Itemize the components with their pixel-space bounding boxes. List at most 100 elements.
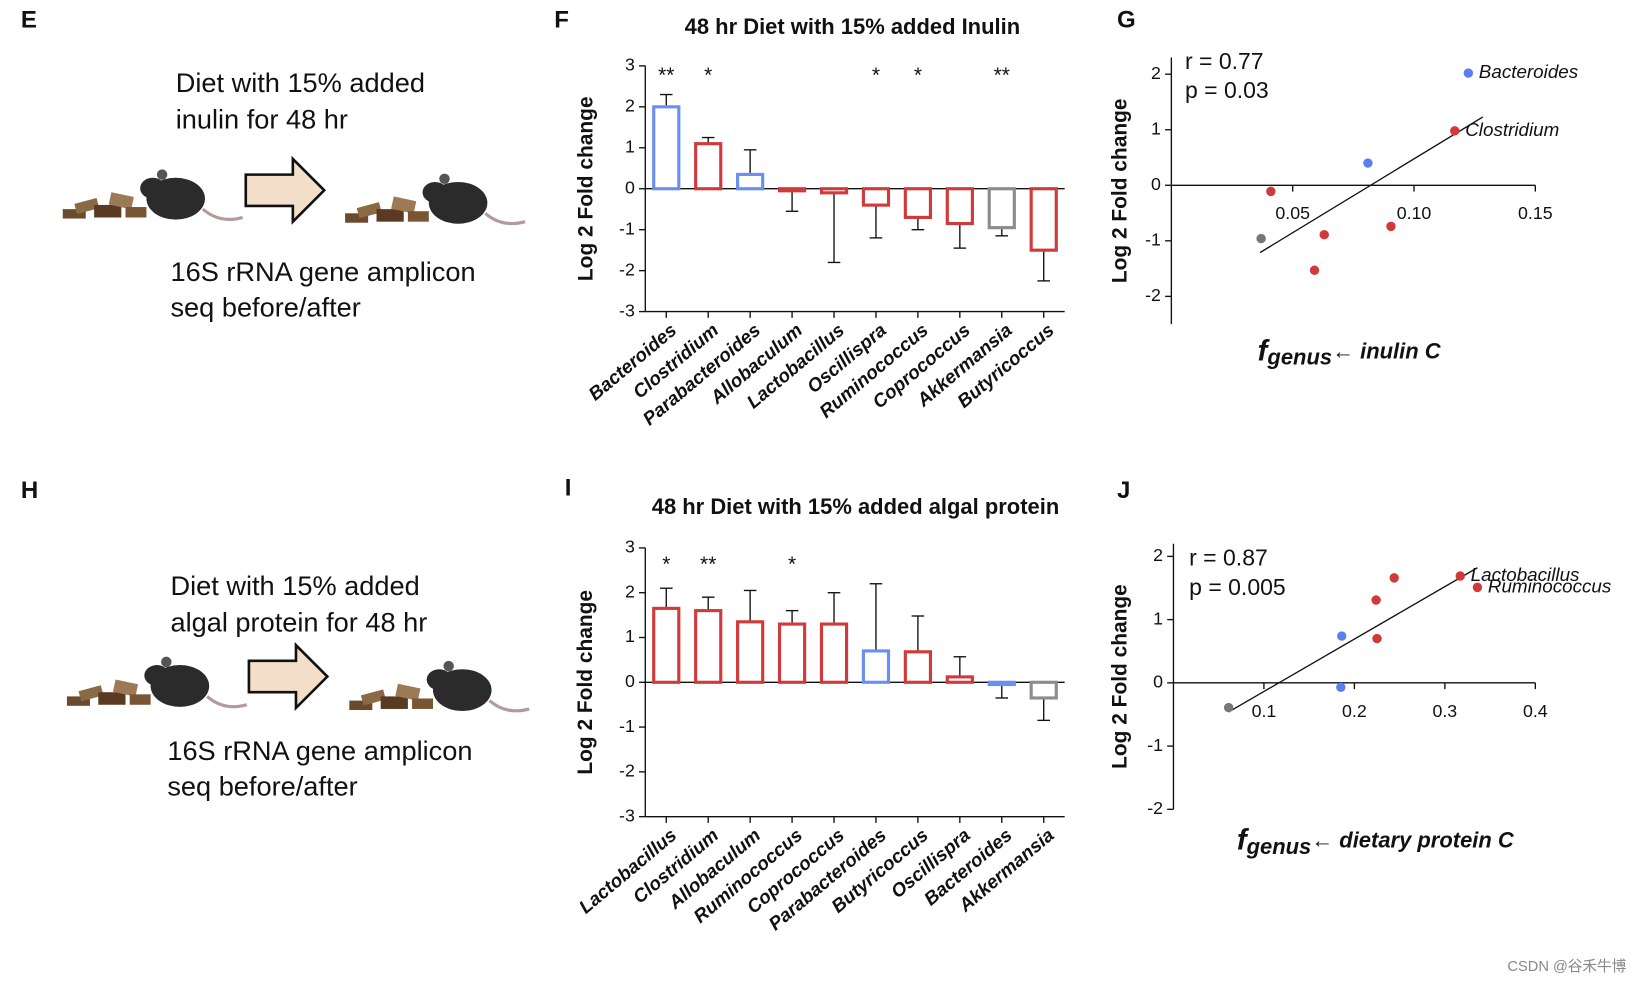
panel-label: I: [565, 475, 572, 502]
annotation: p = 0.005: [1189, 574, 1286, 600]
x-label-sub: genus: [1266, 344, 1332, 369]
y-tick-label: 2: [1153, 545, 1163, 565]
bar: [819, 187, 849, 195]
bar: [694, 142, 723, 191]
point: [1450, 126, 1460, 136]
y-tick-label: 0: [625, 671, 635, 691]
y-tick-label: 1: [625, 136, 635, 156]
y-tick-label: 2: [625, 96, 635, 116]
x-label-main: f: [1258, 334, 1271, 367]
bar: [987, 187, 1016, 230]
bar: [1029, 187, 1058, 252]
significance: *: [704, 64, 712, 87]
y-tick-label: -1: [619, 716, 635, 736]
significance: **: [658, 64, 674, 87]
y-tick-label: -3: [619, 805, 635, 825]
point: [1256, 233, 1266, 244]
y-axis-label: Log 2 Fold change: [1109, 98, 1132, 283]
x-tick-label: 0.2: [1342, 701, 1367, 721]
bar: [945, 675, 974, 684]
significance: *: [788, 553, 796, 576]
y-tick-label: 1: [1151, 118, 1161, 138]
point: [1266, 186, 1276, 197]
diagram-e-art: [61, 157, 527, 226]
point: [1223, 702, 1234, 713]
panel-label: H: [21, 477, 38, 504]
diagram-h-art: [65, 643, 531, 713]
diagram-text: seq before/after: [170, 292, 360, 323]
diagram-text: Diet with 15% added: [176, 67, 425, 98]
chart-title: 48 hr Diet with 15% added algal protein: [652, 494, 1059, 519]
point: [1389, 573, 1399, 583]
x-label-main: f: [1237, 823, 1250, 856]
significance: *: [662, 553, 670, 576]
y-tick-label: 2: [625, 581, 635, 601]
point: [1463, 68, 1474, 78]
significance: *: [872, 64, 880, 87]
point: [1372, 633, 1382, 644]
y-tick-label: 3: [625, 537, 635, 557]
bar: [694, 609, 723, 684]
y-axis-label: Log 2 Fold change: [574, 590, 597, 775]
y-tick-label: -2: [619, 761, 635, 781]
x-label-rest: ← inulin C: [1332, 338, 1442, 363]
y-tick-label: 0: [1153, 672, 1163, 692]
diagram-text: seq before/after: [167, 771, 357, 802]
y-tick-label: 0: [1151, 174, 1161, 194]
y-tick-label: -2: [1145, 285, 1161, 305]
point: [1309, 265, 1320, 275]
y-tick-label: 0: [625, 177, 635, 197]
panel-label: G: [1117, 6, 1136, 33]
y-tick-label: -2: [619, 259, 635, 279]
point: [1455, 571, 1465, 581]
x-tick-label: 0.10: [1397, 203, 1432, 223]
y-tick-label: 3: [625, 55, 635, 75]
diagram-text: algal protein for 48 hr: [170, 606, 427, 637]
y-tick-label: -3: [619, 300, 635, 320]
bar: [736, 172, 765, 191]
diagram-text: inulin for 48 hr: [176, 103, 348, 134]
y-tick-label: 1: [625, 626, 635, 646]
bar: [861, 649, 891, 684]
panel-label: F: [554, 6, 569, 33]
x-tick-label: 0.4: [1523, 701, 1548, 721]
point-label: Clostridium: [1465, 119, 1559, 140]
y-tick-label: 2: [1151, 63, 1161, 83]
point: [1386, 221, 1396, 232]
bar: [819, 622, 849, 684]
diagram-text: Diet with 15% added: [170, 570, 419, 601]
y-tick-label: -2: [1147, 798, 1163, 818]
y-axis-label: Log 2 Fold change: [574, 96, 597, 281]
chart-title: 48 hr Diet with 15% added Inulin: [685, 14, 1020, 39]
bar: [652, 105, 681, 191]
point-label: Lactobacillus: [1471, 564, 1580, 585]
x-label-sub: genus: [1246, 834, 1312, 859]
y-tick-label: 1: [1153, 608, 1163, 628]
bar: [903, 187, 933, 219]
point: [1371, 595, 1381, 605]
point: [1472, 582, 1483, 593]
diagram-text: 16S rRNA gene amplicon: [170, 256, 475, 287]
significance: **: [994, 64, 1010, 87]
x-label-rest: ← dietary protein C: [1311, 828, 1515, 853]
bar: [652, 606, 681, 684]
x-tick-label: 0.3: [1433, 701, 1458, 721]
annotation: r = 0.87: [1189, 545, 1268, 571]
annotation: p = 0.03: [1185, 77, 1269, 103]
y-tick-label: -1: [619, 218, 635, 238]
bar: [777, 187, 807, 193]
diagram-text: 16S rRNA gene amplicon: [167, 735, 472, 766]
y-tick-label: -1: [1147, 735, 1163, 755]
point-label: Ruminococcus: [1488, 575, 1612, 596]
x-axis-label: fgenus← dietary protein C: [1237, 823, 1515, 858]
bar: [987, 680, 1016, 687]
significance: **: [700, 553, 716, 576]
point: [1363, 158, 1373, 168]
bar: [945, 187, 974, 226]
panel-label: J: [1117, 477, 1130, 504]
y-tick-label: -1: [1145, 230, 1161, 250]
bar: [777, 622, 807, 684]
fit-line: [1259, 116, 1484, 254]
